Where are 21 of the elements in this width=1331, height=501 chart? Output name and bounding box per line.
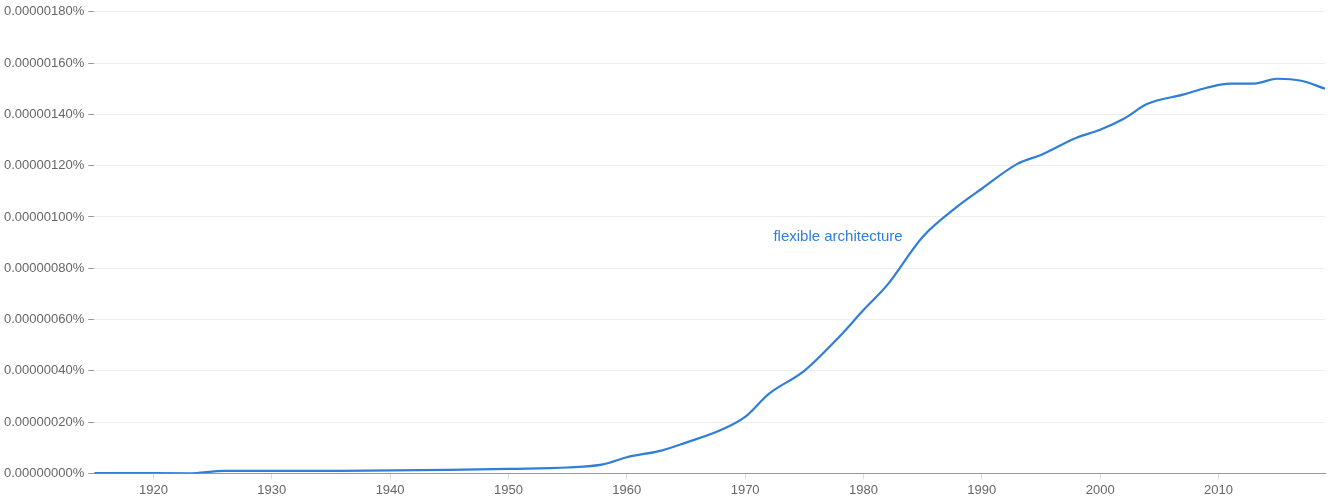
y-tick-label: 0.00000100% — [3, 208, 85, 224]
y-tick-label: 0.00000080% — [3, 259, 85, 275]
x-tick-label: 1950 — [493, 481, 523, 497]
y-tick-label: 0.00000020% — [3, 413, 85, 429]
y-tick-label: 0.00000140% — [3, 105, 85, 121]
y-tick-label: 0.00000180% — [3, 3, 85, 19]
y-tick-label: 0.00000000% — [3, 464, 85, 480]
y-tick-label: 0.00000160% — [3, 54, 85, 70]
x-tick-label: 2010 — [1204, 481, 1233, 497]
x-tick-label: 1980 — [849, 481, 878, 497]
y-tick-label: 0.00000040% — [3, 362, 85, 378]
x-tick-label: 1970 — [730, 481, 760, 497]
x-tick-label: 2000 — [1085, 481, 1115, 497]
x-tick-label: 1920 — [138, 481, 168, 497]
y-tick-label: 0.00000060% — [3, 311, 85, 327]
y-tick-label: 0.00000120% — [3, 157, 85, 173]
x-tick-label: 1930 — [257, 481, 287, 497]
series-label: flexible architecture — [773, 227, 903, 245]
x-tick-label: 1960 — [612, 481, 642, 497]
x-tick-label: 1940 — [375, 481, 405, 497]
x-tick-label: 1990 — [967, 481, 997, 497]
